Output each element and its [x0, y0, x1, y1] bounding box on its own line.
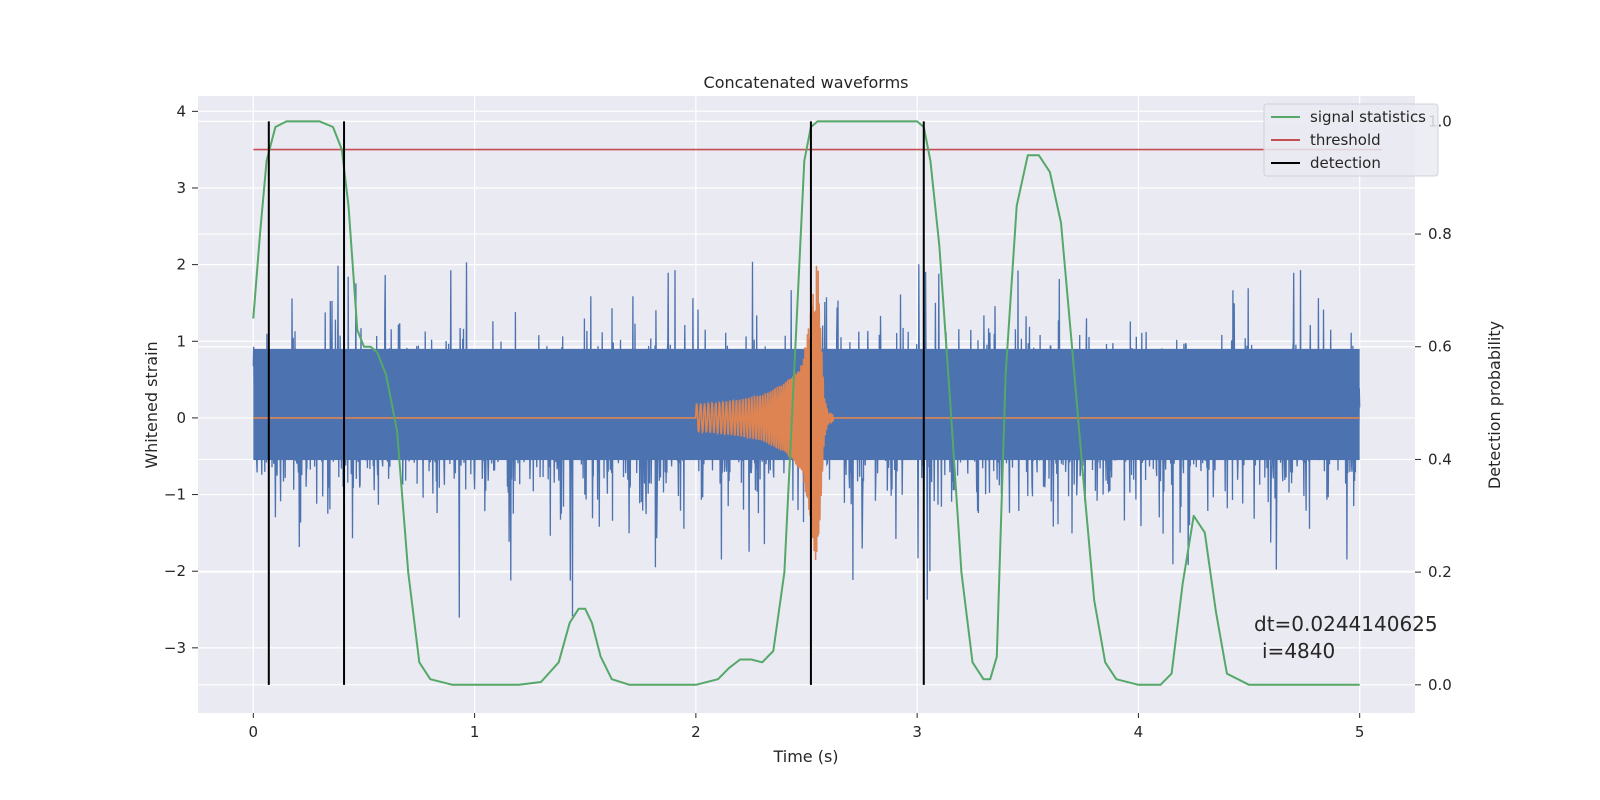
x-tick-label: 4: [1134, 723, 1144, 741]
y-tick-label-left: 1: [176, 332, 186, 350]
y-tick-label-right: 0.4: [1428, 450, 1452, 468]
annotation-index: i=4840: [1262, 639, 1335, 663]
y-tick-label-left: 4: [176, 102, 186, 120]
x-tick-label: 2: [691, 723, 701, 741]
y-tick-label-left: −2: [164, 562, 186, 580]
waveform-line: [253, 265, 1360, 560]
y-tick-label-left: 2: [176, 256, 186, 274]
y-tick-label-right: 0.8: [1428, 225, 1452, 243]
legend-label-threshold: threshold: [1310, 131, 1381, 149]
y-tick-label-left: −1: [164, 486, 186, 504]
chart-title: Concatenated waveforms: [704, 73, 909, 92]
x-tick-label: 3: [912, 723, 922, 741]
y-axis-label-left: Whitened strain: [142, 341, 161, 468]
y-tick-label-right: 0.6: [1428, 338, 1452, 356]
detection-series: [267, 121, 925, 685]
x-tick-label: 1: [470, 723, 480, 741]
legend-box: [1263, 103, 1439, 177]
y-tick-label-left: 3: [176, 179, 186, 197]
signal-statistics-series: [252, 120, 1360, 686]
waveform-series: [253, 265, 1360, 560]
annotation-dt: dt=0.0244140625: [1254, 612, 1438, 636]
y-tick-label-right: 0.0: [1428, 676, 1452, 694]
x-tick-label: 0: [249, 723, 259, 741]
y-tick-label-left: −3: [164, 639, 186, 657]
y-tick-label-left: 0: [176, 409, 186, 427]
signal-statistics-line: [252, 120, 1360, 686]
legend: signal statistics threshold detection: [1263, 103, 1439, 177]
legend-label-detection: detection: [1310, 154, 1381, 172]
x-axis-label: Time (s): [772, 747, 838, 766]
y-axis-label-right: Detection probability: [1485, 321, 1504, 489]
legend-label-signal-statistics: signal statistics: [1310, 108, 1426, 126]
y-tick-label-right: 0.2: [1428, 563, 1452, 581]
x-tick-label: 5: [1355, 723, 1365, 741]
